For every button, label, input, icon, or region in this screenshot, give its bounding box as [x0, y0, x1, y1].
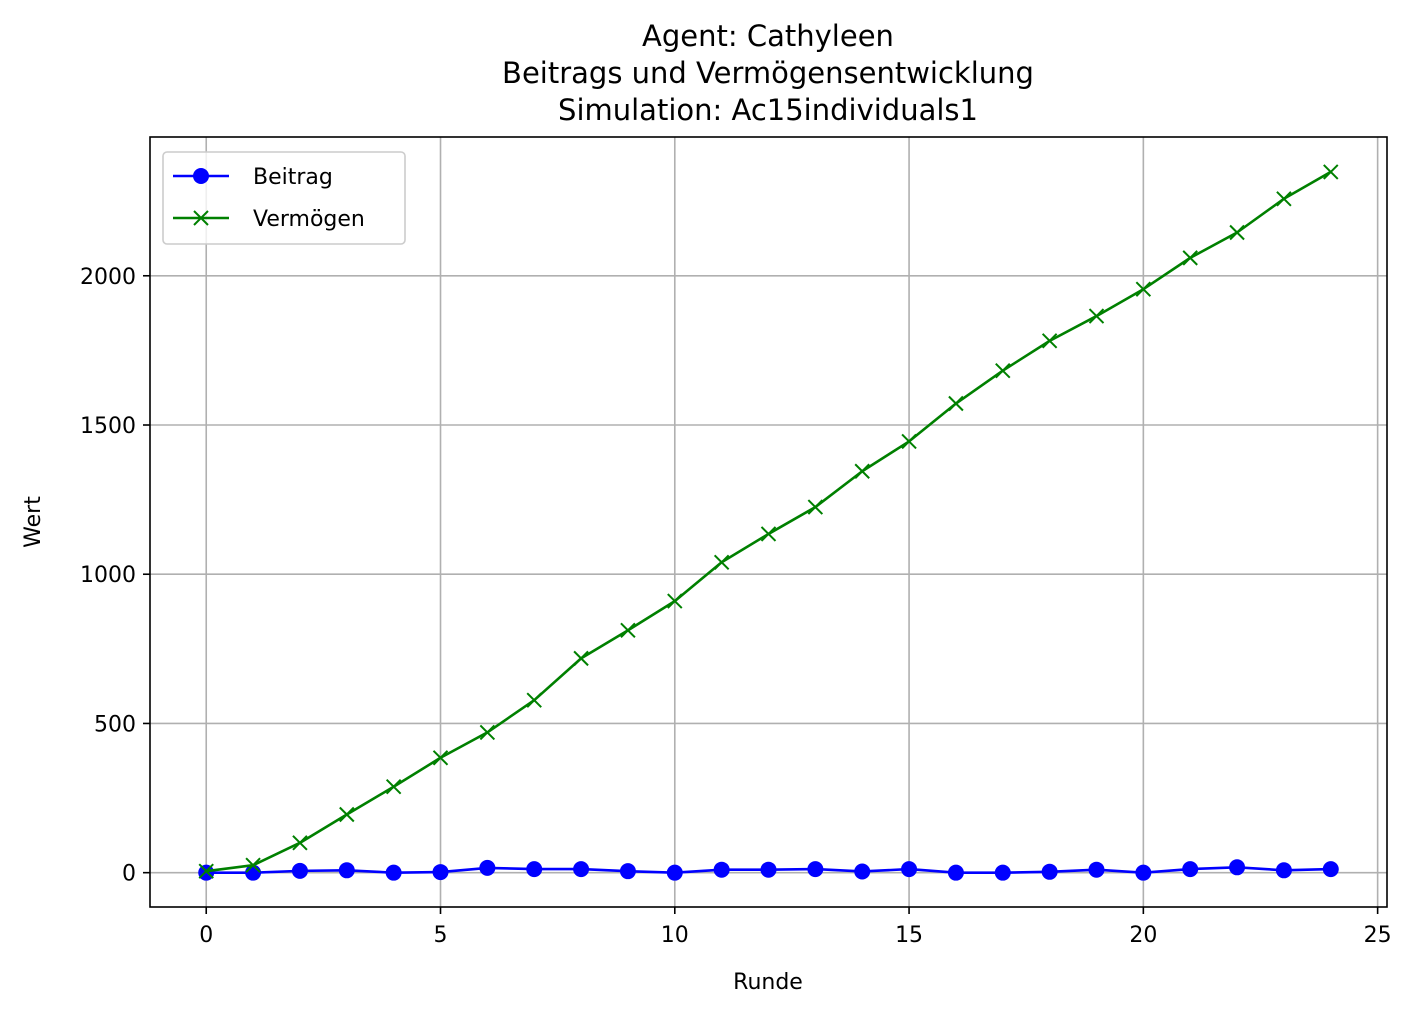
data-point-beitrag [713, 861, 730, 878]
legend-label-vermoegen: Vermögen [253, 207, 365, 232]
data-point-beitrag [619, 863, 636, 880]
data-point-vermoegen [854, 463, 870, 479]
data-point-vermoegen [339, 806, 355, 823]
x-axis: 0 5 10 15 20 25 [199, 907, 1392, 948]
y-tick-label: 1000 [80, 563, 136, 588]
series-beitrag [198, 859, 1339, 881]
x-tick-label: 5 [434, 923, 448, 948]
x-tick-label: 15 [895, 923, 923, 948]
y-tick-label: 1500 [80, 414, 136, 439]
data-point-beitrag [1229, 859, 1246, 876]
legend-marker-vermoegen [193, 210, 209, 226]
data-point-vermoegen [573, 650, 589, 667]
data-point-beitrag [854, 863, 871, 880]
data-point-vermoegen [807, 499, 824, 515]
data-point-vermoegen [1041, 333, 1058, 349]
data-point-vermoegen [1135, 281, 1152, 297]
data-point-beitrag [432, 864, 449, 881]
data-point-vermoegen [1088, 308, 1105, 324]
chart-title-line-3: Simulation: Ac15individuals1 [558, 93, 978, 127]
data-point-beitrag [994, 864, 1011, 881]
x-tick-label: 25 [1364, 923, 1392, 948]
data-point-vermoegen [713, 554, 730, 570]
x-tick-label: 10 [661, 923, 689, 948]
chart-title-line-2: Beitrags und Vermögensentwicklung [502, 56, 1034, 90]
data-point-beitrag [479, 859, 496, 876]
chart-title-line-1: Agent: Cathyleen [642, 19, 894, 53]
data-point-vermoegen [995, 362, 1011, 379]
data-point-beitrag [1041, 863, 1058, 880]
data-point-vermoegen [1323, 164, 1339, 180]
data-point-beitrag [573, 861, 590, 878]
data-point-vermoegen [245, 857, 261, 873]
series-layer [198, 164, 1339, 881]
data-point-beitrag [947, 864, 964, 881]
data-point-vermoegen [198, 863, 214, 879]
data-point-beitrag [807, 861, 824, 878]
y-axis-label: Wert [21, 496, 46, 548]
data-point-vermoegen [1182, 250, 1198, 266]
legend: Beitrag Vermögen [162, 151, 406, 245]
y-tick-label: 2000 [80, 265, 136, 290]
grid [150, 137, 1387, 907]
data-point-vermoegen [760, 526, 777, 542]
chart-title: Agent: Cathyleen Beitrags und Vermögense… [502, 19, 1034, 127]
series-line-vermoegen [206, 170, 1332, 873]
data-point-vermoegen [385, 779, 402, 795]
data-point-vermoegen [901, 433, 917, 450]
data-point-beitrag [666, 864, 683, 881]
data-point-vermoegen [1276, 191, 1292, 207]
data-point-vermoegen [292, 835, 308, 851]
x-tick-label: 0 [199, 923, 213, 948]
data-point-beitrag [1135, 864, 1152, 881]
plot-frame [149, 136, 1388, 908]
data-point-vermoegen [1229, 224, 1245, 241]
data-point-vermoegen [526, 692, 542, 708]
data-point-beitrag [760, 861, 777, 878]
data-point-beitrag [1275, 862, 1292, 879]
data-point-beitrag [1182, 861, 1199, 878]
legend-marker-beitrag [193, 168, 209, 184]
data-point-beitrag [1088, 861, 1105, 878]
data-point-beitrag [526, 861, 543, 878]
x-axis-label: Runde [733, 970, 803, 995]
data-point-vermoegen [479, 724, 496, 741]
y-tick-label: 500 [94, 712, 136, 737]
y-axis: 0 500 1000 1500 2000 [80, 265, 150, 887]
series-vermoegen [198, 164, 1339, 879]
data-point-beitrag [1322, 861, 1339, 878]
x-tick-label: 20 [1129, 923, 1157, 948]
data-point-beitrag [291, 862, 308, 879]
data-point-beitrag [198, 864, 215, 881]
data-point-vermoegen [620, 622, 636, 639]
data-point-vermoegen [948, 395, 964, 412]
data-point-vermoegen [667, 593, 683, 609]
data-point-beitrag [385, 864, 402, 881]
data-point-vermoegen [432, 750, 449, 766]
data-point-beitrag [901, 861, 918, 878]
legend-label-beitrag: Beitrag [253, 165, 333, 190]
data-point-beitrag [338, 862, 355, 879]
y-tick-label: 0 [122, 862, 136, 887]
